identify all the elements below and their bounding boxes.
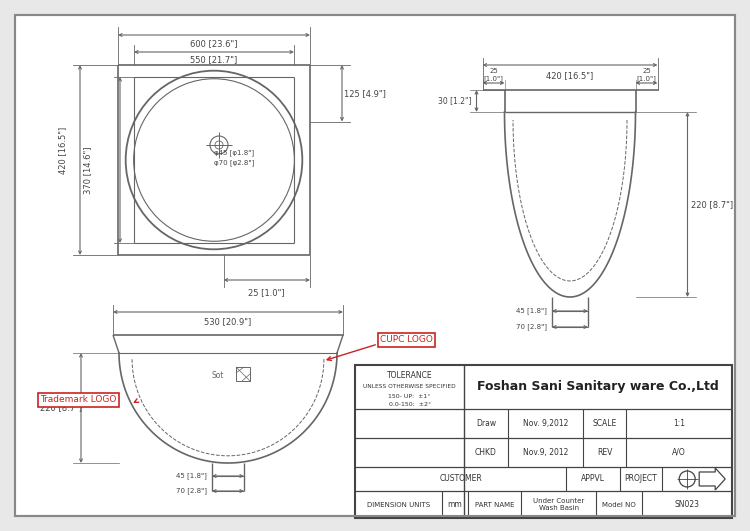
- Text: Foshan Sani Sanitary ware Co.,Ltd: Foshan Sani Sanitary ware Co.,Ltd: [477, 380, 719, 393]
- Text: TOLERANCE: TOLERANCE: [387, 371, 433, 380]
- Text: 420 [16.5"]: 420 [16.5"]: [58, 126, 68, 174]
- Text: 45 [1.8"]: 45 [1.8"]: [176, 473, 207, 479]
- Text: 530 [20.9"]: 530 [20.9"]: [204, 318, 251, 327]
- Text: A/O: A/O: [672, 448, 686, 457]
- Text: SN023: SN023: [674, 500, 699, 509]
- Text: φ45 [φ1.8"]: φ45 [φ1.8"]: [214, 150, 254, 156]
- Text: 1:1: 1:1: [674, 418, 686, 427]
- Text: 70 [2.8"]: 70 [2.8"]: [516, 323, 547, 330]
- Text: DIMENSION UNITS: DIMENSION UNITS: [367, 502, 430, 508]
- Text: 25
[1.0"]: 25 [1.0"]: [484, 68, 503, 82]
- Text: PART NAME: PART NAME: [475, 502, 514, 508]
- Text: 25
[1.0"]: 25 [1.0"]: [637, 68, 656, 82]
- Text: mm: mm: [448, 500, 462, 509]
- Text: 150- UP:  ±1°: 150- UP: ±1°: [388, 394, 430, 399]
- Text: 70 [2.8"]: 70 [2.8"]: [176, 487, 207, 494]
- Text: Draw: Draw: [476, 418, 496, 427]
- Text: Trademark LOGO: Trademark LOGO: [40, 396, 116, 405]
- Text: Under Counter
Wash Basin: Under Counter Wash Basin: [533, 498, 584, 511]
- Text: 370 [14.6"]: 370 [14.6"]: [83, 146, 92, 194]
- Text: 600 [23.6"]: 600 [23.6"]: [190, 39, 238, 48]
- Text: 30 [1.2"]: 30 [1.2"]: [438, 97, 471, 106]
- Text: Sot: Sot: [211, 371, 224, 380]
- Text: SCALE: SCALE: [592, 418, 617, 427]
- Text: 0.0-150:  ±2°: 0.0-150: ±2°: [388, 402, 430, 407]
- Text: 25 [1.0"]: 25 [1.0"]: [248, 288, 285, 297]
- Text: APPVL: APPVL: [580, 475, 604, 484]
- Text: Nov.9, 2012: Nov.9, 2012: [523, 448, 568, 457]
- Text: 550 [21.7"]: 550 [21.7"]: [190, 56, 238, 64]
- Bar: [355, 365, 732, 518]
- Bar: [236, 367, 250, 381]
- Text: 220 [8.7"]: 220 [8.7"]: [40, 404, 82, 413]
- Text: UNLESS OTHERWISE SPECIFIED: UNLESS OTHERWISE SPECIFIED: [363, 384, 456, 389]
- Text: Model NO: Model NO: [602, 502, 636, 508]
- Text: CHKD: CHKD: [475, 448, 497, 457]
- Text: Nov. 9,2012: Nov. 9,2012: [523, 418, 568, 427]
- Text: PROJECT: PROJECT: [625, 475, 657, 484]
- Text: φ70 [φ2.8"]: φ70 [φ2.8"]: [214, 160, 254, 166]
- Text: 420 [16.5"]: 420 [16.5"]: [546, 72, 594, 81]
- Text: 125 [4.9"]: 125 [4.9"]: [344, 89, 386, 98]
- Text: REV: REV: [597, 448, 613, 457]
- Text: CUSTOMER: CUSTOMER: [440, 475, 482, 484]
- Text: 220 [8.7"]: 220 [8.7"]: [692, 200, 734, 209]
- Text: 45 [1.8"]: 45 [1.8"]: [516, 307, 547, 314]
- Text: CUPC LOGO: CUPC LOGO: [380, 336, 433, 345]
